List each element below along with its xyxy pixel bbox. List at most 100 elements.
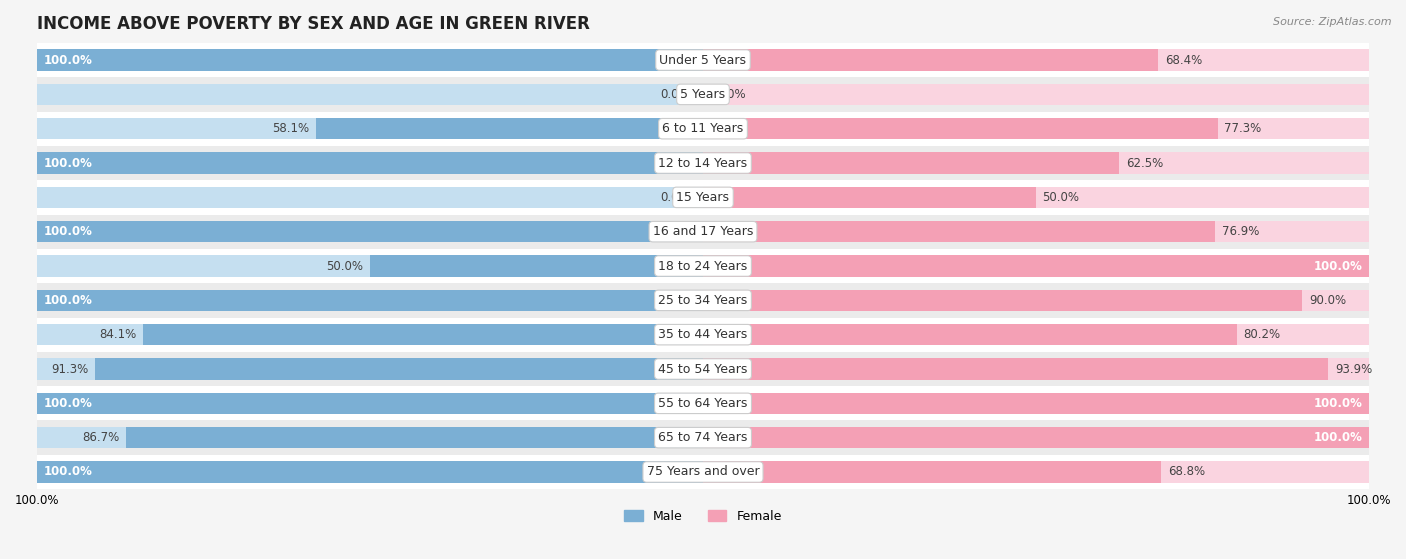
Bar xyxy=(703,392,1369,414)
Text: 84.1%: 84.1% xyxy=(100,328,136,341)
Text: 25 to 34 Years: 25 to 34 Years xyxy=(658,294,748,307)
Bar xyxy=(37,84,703,105)
Bar xyxy=(703,49,1159,70)
Text: 93.9%: 93.9% xyxy=(1334,362,1372,376)
Bar xyxy=(37,358,703,380)
Bar xyxy=(37,392,703,414)
Text: Source: ZipAtlas.com: Source: ZipAtlas.com xyxy=(1274,17,1392,27)
Bar xyxy=(703,84,1369,105)
Text: 5 Years: 5 Years xyxy=(681,88,725,101)
Bar xyxy=(37,461,703,482)
Text: 65 to 74 Years: 65 to 74 Years xyxy=(658,431,748,444)
Text: 0.0%: 0.0% xyxy=(659,88,690,101)
Text: 100.0%: 100.0% xyxy=(1313,259,1362,273)
Bar xyxy=(37,118,703,139)
Bar xyxy=(703,392,1369,414)
Bar xyxy=(37,112,1369,146)
Bar xyxy=(96,358,703,380)
Bar xyxy=(703,461,1369,482)
Text: 50.0%: 50.0% xyxy=(326,259,364,273)
Text: 45 to 54 Years: 45 to 54 Years xyxy=(658,362,748,376)
Bar xyxy=(37,49,703,70)
Bar xyxy=(37,215,1369,249)
Text: 55 to 64 Years: 55 to 64 Years xyxy=(658,397,748,410)
Text: 68.4%: 68.4% xyxy=(1166,54,1202,67)
Text: 6 to 11 Years: 6 to 11 Years xyxy=(662,122,744,135)
Bar xyxy=(370,255,703,277)
Text: 100.0%: 100.0% xyxy=(1313,431,1362,444)
Bar xyxy=(703,221,1369,243)
Text: 100.0%: 100.0% xyxy=(44,466,93,479)
Bar xyxy=(703,324,1237,345)
Bar xyxy=(37,461,703,482)
Bar xyxy=(703,461,1161,482)
Text: 100.0%: 100.0% xyxy=(44,294,93,307)
Bar xyxy=(37,255,703,277)
Text: 35 to 44 Years: 35 to 44 Years xyxy=(658,328,748,341)
Bar xyxy=(703,118,1369,139)
Text: 100.0%: 100.0% xyxy=(44,157,93,169)
Text: 80.2%: 80.2% xyxy=(1243,328,1281,341)
Bar xyxy=(37,324,703,345)
Bar xyxy=(37,455,1369,489)
Bar xyxy=(37,77,1369,112)
Bar xyxy=(37,318,1369,352)
Bar xyxy=(703,221,1215,243)
Text: 58.1%: 58.1% xyxy=(273,122,309,135)
Bar xyxy=(703,49,1369,70)
Bar xyxy=(703,324,1369,345)
Legend: Male, Female: Male, Female xyxy=(624,510,782,523)
Text: 75 Years and over: 75 Years and over xyxy=(647,466,759,479)
Bar xyxy=(703,358,1369,380)
Bar xyxy=(37,187,703,208)
Bar xyxy=(37,386,1369,420)
Bar xyxy=(703,358,1329,380)
Bar xyxy=(703,255,1369,277)
Text: 100.0%: 100.0% xyxy=(44,397,93,410)
Text: 91.3%: 91.3% xyxy=(51,362,89,376)
Text: 68.8%: 68.8% xyxy=(1168,466,1205,479)
Text: 100.0%: 100.0% xyxy=(44,225,93,238)
Text: Under 5 Years: Under 5 Years xyxy=(659,54,747,67)
Bar xyxy=(37,420,1369,455)
Bar xyxy=(703,290,1302,311)
Bar xyxy=(125,427,703,448)
Text: 86.7%: 86.7% xyxy=(82,431,120,444)
Bar xyxy=(316,118,703,139)
Bar xyxy=(37,49,703,70)
Text: 0.0%: 0.0% xyxy=(659,191,690,204)
Bar xyxy=(703,427,1369,448)
Bar xyxy=(37,153,703,174)
Bar xyxy=(37,146,1369,180)
Bar xyxy=(37,392,703,414)
Bar xyxy=(37,427,703,448)
Text: 62.5%: 62.5% xyxy=(1126,157,1163,169)
Bar xyxy=(37,290,703,311)
Bar xyxy=(37,221,703,243)
Text: 90.0%: 90.0% xyxy=(1309,294,1346,307)
Bar xyxy=(703,187,1036,208)
Bar xyxy=(703,427,1369,448)
Bar xyxy=(37,43,1369,77)
Bar xyxy=(37,283,1369,318)
Text: 76.9%: 76.9% xyxy=(1222,225,1258,238)
Text: 100.0%: 100.0% xyxy=(1313,397,1362,410)
Bar xyxy=(703,153,1369,174)
Bar xyxy=(37,221,703,243)
Text: 12 to 14 Years: 12 to 14 Years xyxy=(658,157,748,169)
Text: INCOME ABOVE POVERTY BY SEX AND AGE IN GREEN RIVER: INCOME ABOVE POVERTY BY SEX AND AGE IN G… xyxy=(37,15,591,33)
Bar xyxy=(143,324,703,345)
Bar xyxy=(703,290,1369,311)
Bar xyxy=(37,352,1369,386)
Bar xyxy=(703,153,1119,174)
Bar xyxy=(37,180,1369,215)
Text: 15 Years: 15 Years xyxy=(676,191,730,204)
Text: 77.3%: 77.3% xyxy=(1225,122,1261,135)
Bar xyxy=(37,249,1369,283)
Text: 100.0%: 100.0% xyxy=(44,54,93,67)
Bar xyxy=(37,290,703,311)
Text: 50.0%: 50.0% xyxy=(1042,191,1080,204)
Bar xyxy=(703,118,1218,139)
Bar xyxy=(37,153,703,174)
Text: 16 and 17 Years: 16 and 17 Years xyxy=(652,225,754,238)
